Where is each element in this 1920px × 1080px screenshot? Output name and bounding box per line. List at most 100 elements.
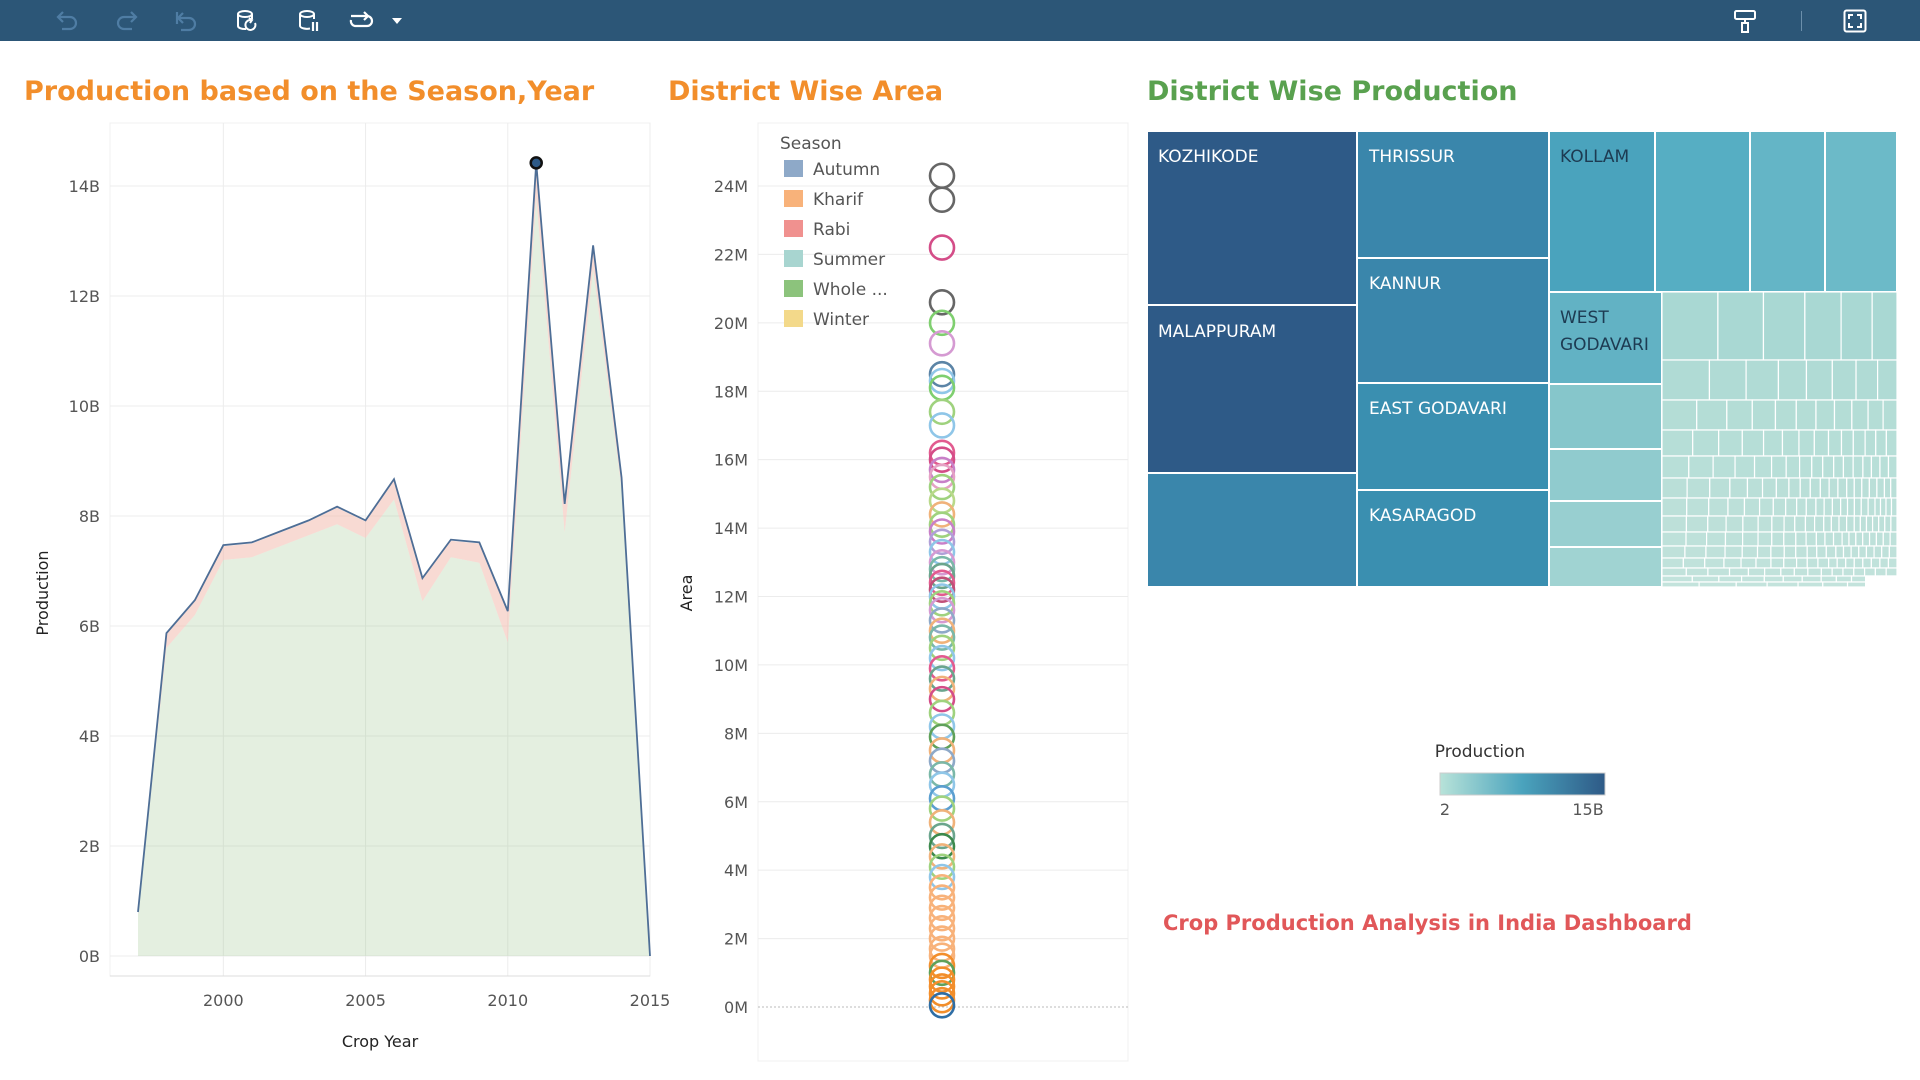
- treemap-small-cell-144[interactable]: [1724, 545, 1743, 559]
- scatter-point-64[interactable]: [928, 966, 956, 993]
- treemap-small-cell-117[interactable]: [1878, 515, 1886, 533]
- scatter-point-55[interactable]: [928, 884, 956, 911]
- treemap-small-cell-121[interactable]: [1685, 531, 1708, 547]
- treemap-small-cell-60[interactable]: [1746, 477, 1764, 499]
- treemap-small-cell-199[interactable]: [1740, 575, 1765, 583]
- treemap-small-cell-149[interactable]: [1795, 545, 1808, 559]
- treemap-small-cell-157[interactable]: [1865, 545, 1875, 559]
- scatter-point-19[interactable]: [928, 518, 956, 545]
- scatter-point-32[interactable]: [928, 624, 956, 651]
- treemap-small-cell-51[interactable]: [1852, 455, 1864, 479]
- treemap-small-cell-84[interactable]: [1796, 497, 1807, 517]
- scatter-point-53[interactable]: [928, 863, 956, 891]
- treemap-small-cell-167[interactable]: [1770, 557, 1785, 569]
- scatter-point-7[interactable]: [928, 367, 956, 395]
- scatter-point-4[interactable]: [928, 309, 956, 337]
- treemap-small-cell-208[interactable]: [1661, 581, 1700, 588]
- treemap-small-cell-59[interactable]: [1729, 477, 1749, 499]
- scatter-point-15[interactable]: [928, 473, 956, 501]
- treemap-small-cell-15[interactable]: [1696, 399, 1728, 431]
- treemap-small-cell-89[interactable]: [1840, 497, 1849, 517]
- treemap-small-cell-23[interactable]: [1867, 399, 1884, 431]
- area-peak-marker[interactable]: [529, 156, 543, 170]
- treemap-small-cell-183[interactable]: [1728, 567, 1750, 577]
- scatter-point-9[interactable]: [928, 398, 956, 426]
- treemap-small-cell-185[interactable]: [1764, 567, 1782, 577]
- treemap-small-cell-32[interactable]: [1813, 429, 1830, 457]
- treemap-small-cell-98[interactable]: [1661, 515, 1688, 533]
- treemap-small-cell-99[interactable]: [1685, 515, 1709, 533]
- treemap-small-cell-192[interactable]: [1853, 567, 1866, 577]
- treemap-small-cell-194[interactable]: [1874, 567, 1887, 577]
- treemap-cell-unlabeled-2[interactable]: [1654, 130, 1751, 293]
- treemap-small-cell-77[interactable]: [1686, 497, 1710, 517]
- treemap-small-cell-113[interactable]: [1853, 515, 1861, 533]
- treemap-small-cell-7[interactable]: [1708, 359, 1747, 401]
- scatter-point-5[interactable]: [928, 330, 956, 357]
- treemap-small-cell-45[interactable]: [1785, 455, 1801, 479]
- undo-button[interactable]: [50, 0, 84, 41]
- scatter-point-65[interactable]: [928, 973, 956, 1000]
- scatter-point-24[interactable]: [928, 562, 956, 590]
- treemap-small-cell-37[interactable]: [1875, 429, 1887, 457]
- scatter-point-20[interactable]: [928, 528, 956, 556]
- treemap-small-cell-176[interactable]: [1862, 557, 1872, 569]
- treemap-small-cell-17[interactable]: [1751, 399, 1777, 431]
- treemap-small-cell-128[interactable]: [1795, 531, 1807, 547]
- treemap-small-cell-24[interactable]: [1882, 399, 1898, 431]
- treemap-small-cell-107[interactable]: [1804, 515, 1816, 533]
- treemap-small-cell-203[interactable]: [1820, 575, 1837, 583]
- treemap-small-cell-3[interactable]: [1804, 291, 1842, 361]
- scatter-point-58[interactable]: [928, 915, 956, 942]
- scatter-point-17[interactable]: [928, 501, 956, 528]
- treemap-small-cell-153[interactable]: [1835, 545, 1845, 559]
- treemap-cell-unlabeled-7[interactable]: [1548, 500, 1663, 548]
- treemap-small-cell-187[interactable]: [1793, 567, 1809, 577]
- treemap-small-cell-189[interactable]: [1820, 567, 1833, 577]
- treemap-small-cell-39[interactable]: [1661, 455, 1690, 479]
- treemap-small-cell-14[interactable]: [1661, 399, 1698, 431]
- treemap-small-cell-197[interactable]: [1691, 575, 1720, 583]
- treemap-small-cell-16[interactable]: [1726, 399, 1753, 431]
- scatter-point-66[interactable]: [928, 980, 956, 1007]
- treemap-small-cell-119[interactable]: [1890, 515, 1898, 533]
- treemap-small-cell-146[interactable]: [1756, 545, 1772, 559]
- production-area-chart[interactable]: Production based on the Season,Year 0B 2B…: [24, 76, 670, 1051]
- treemap-small-cell-133[interactable]: [1841, 531, 1850, 547]
- treemap-small-cell-137[interactable]: [1868, 531, 1878, 547]
- treemap-small-cell-186[interactable]: [1780, 567, 1795, 577]
- treemap-small-cell-109[interactable]: [1823, 515, 1832, 533]
- treemap-small-cell-35[interactable]: [1852, 429, 1866, 457]
- scatter-point-2[interactable]: [928, 234, 956, 261]
- scatter-point-35[interactable]: [928, 655, 956, 682]
- treemap-cell-unlabeled-1[interactable]: [1146, 472, 1358, 588]
- production-color-legend[interactable]: Production 2 15B: [1435, 742, 1606, 819]
- treemap-small-cell-78[interactable]: [1708, 497, 1729, 517]
- district-production-treemap[interactable]: District Wise Production KOZHIKODE MALAP…: [1146, 76, 1898, 819]
- treemap-small-cell-25[interactable]: [1661, 429, 1694, 457]
- scatter-point-28[interactable]: [928, 590, 956, 617]
- treemap-small-cell-191[interactable]: [1842, 567, 1855, 577]
- treemap-small-cell-211[interactable]: [1766, 581, 1799, 588]
- scatter-point-39[interactable]: [928, 699, 956, 727]
- treemap-cell-unlabeled-4[interactable]: [1824, 130, 1898, 293]
- revert-button[interactable]: [170, 0, 204, 41]
- treemap-small-cell-94[interactable]: [1874, 497, 1882, 517]
- treemap-small-cell-164[interactable]: [1723, 557, 1742, 569]
- scatter-point-22[interactable]: [928, 548, 956, 576]
- scatter-point-13[interactable]: [928, 456, 956, 484]
- treemap-small-cell-141[interactable]: [1661, 545, 1686, 559]
- treemap-small-cell-95[interactable]: [1879, 497, 1887, 517]
- treemap-small-cell-162[interactable]: [1682, 557, 1706, 569]
- treemap-small-cell-166[interactable]: [1755, 557, 1772, 569]
- treemap-small-cell-22[interactable]: [1851, 399, 1869, 431]
- scatter-point-48[interactable]: [928, 808, 956, 836]
- treemap-small-cell-120[interactable]: [1661, 531, 1687, 547]
- scatter-point-12[interactable]: [928, 446, 956, 473]
- treemap-small-cell-26[interactable]: [1692, 429, 1720, 457]
- treemap-small-cell-198[interactable]: [1718, 575, 1743, 583]
- pause-updates-button[interactable]: [292, 0, 326, 41]
- treemap-small-cell-103[interactable]: [1757, 515, 1773, 533]
- treemap-small-cell-50[interactable]: [1842, 455, 1854, 479]
- treemap-small-cell-205[interactable]: [1850, 575, 1868, 583]
